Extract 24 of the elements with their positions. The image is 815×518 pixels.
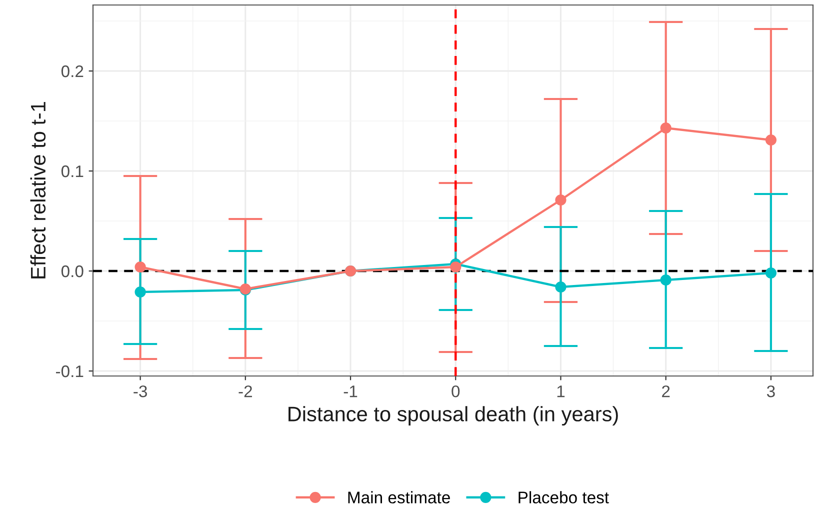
point [555,281,566,293]
point [660,274,672,286]
x-tick-label: -2 [238,385,252,398]
point [134,286,146,298]
point [765,134,777,146]
x-tick-label: 2 [662,385,670,398]
y-tick-label: 0.0 [61,265,84,278]
x-tick-label: 1 [557,386,565,398]
point [134,261,146,273]
y-axis-title: Effect relative to t-1 [30,102,46,278]
x-axis-title: Distance to spousal death (in years) [288,406,618,426]
point [555,194,566,206]
point [765,267,777,279]
legend-label: Placebo test [518,491,609,504]
y-tick-label: -0.1 [56,365,84,378]
x-tick-label: -3 [134,385,147,398]
x-tick-label: 3 [766,385,775,398]
legend-label: Main estimate [348,491,450,504]
x-tick-label: 0 [452,385,460,398]
point [660,122,672,134]
x-tick-label: -1 [344,386,358,398]
y-tick-label: 0.2 [61,65,84,78]
point [450,261,462,273]
y-tick-label: 0.1 [61,165,84,178]
